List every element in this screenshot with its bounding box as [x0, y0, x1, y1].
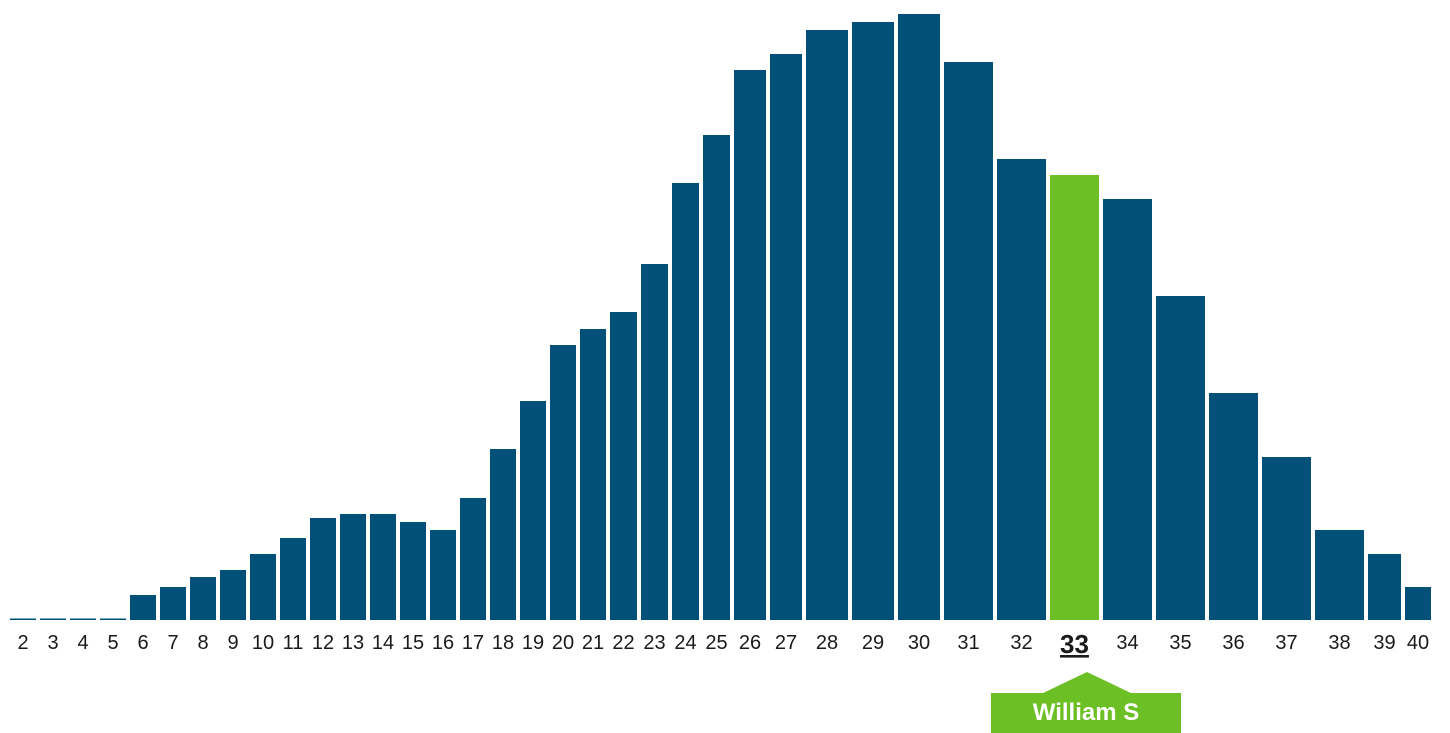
bar-13: [340, 514, 366, 620]
bar-7: [160, 587, 186, 620]
x-tick-7: 7: [167, 632, 178, 654]
bar-10: [250, 554, 276, 620]
x-tick-21: 21: [582, 632, 604, 654]
x-tick-26: 26: [739, 632, 761, 654]
x-tick-24: 24: [674, 632, 696, 654]
x-tick-31: 31: [957, 632, 979, 654]
highlight-marker: William S: [991, 672, 1181, 733]
marker-arrow-icon: [1041, 672, 1133, 694]
x-tick-35: 35: [1169, 632, 1191, 654]
bar-25: [703, 135, 730, 620]
x-tick-40: 40: [1407, 632, 1429, 654]
bar-40: [1405, 587, 1431, 620]
bar-4: [70, 618, 96, 620]
bar-14: [370, 514, 396, 620]
bar-37: [1262, 457, 1311, 620]
x-tick-10: 10: [252, 632, 274, 654]
x-tick-11: 11: [283, 632, 304, 654]
x-tick-15: 15: [402, 632, 424, 654]
bar-18: [490, 449, 516, 620]
bar-23: [641, 264, 668, 620]
x-tick-5: 5: [107, 632, 118, 654]
x-tick-25: 25: [705, 632, 727, 654]
bar-20: [550, 345, 576, 620]
x-tick-6: 6: [137, 632, 148, 654]
x-tick-27: 27: [775, 632, 797, 654]
x-tick-23: 23: [643, 632, 665, 654]
bar-36: [1209, 393, 1258, 620]
bar-28: [806, 30, 848, 620]
bar-30: [898, 14, 940, 620]
bar-29: [852, 22, 894, 620]
x-tick-18: 18: [492, 632, 514, 654]
bar-3: [40, 618, 66, 620]
x-tick-33: 33: [1060, 629, 1089, 659]
bar-21: [580, 329, 606, 620]
x-tick-30: 30: [908, 632, 930, 654]
bar-27: [770, 54, 802, 620]
x-tick-4: 4: [77, 632, 88, 654]
bar-16: [430, 530, 456, 620]
bar-17: [460, 498, 486, 620]
x-tick-19: 19: [522, 632, 544, 654]
bar-5: [100, 618, 126, 620]
x-tick-labels: 2 3 4 5 6 7 8 9 10 11 12 13 14 15 16 17 18 19 20 21 22 23 24 25…: [17, 629, 1429, 659]
bar-8: [190, 577, 216, 620]
bar-39: [1368, 554, 1401, 620]
bar-22: [610, 312, 637, 620]
x-tick-13: 13: [342, 632, 364, 654]
bar-32: [997, 159, 1046, 620]
bar-19: [520, 401, 546, 620]
x-tick-16: 16: [432, 632, 454, 654]
bar-15: [400, 522, 426, 620]
x-tick-9: 9: [227, 632, 238, 654]
x-tick-34: 34: [1116, 632, 1138, 654]
x-tick-2: 2: [17, 632, 28, 654]
bar-34: [1103, 199, 1152, 620]
bar-38: [1315, 530, 1364, 620]
bars-group: [10, 14, 1431, 620]
x-tick-28: 28: [816, 632, 838, 654]
bar-31: [944, 62, 993, 620]
x-tick-17: 17: [462, 632, 484, 654]
x-tick-22: 22: [612, 632, 634, 654]
x-tick-12: 12: [312, 632, 334, 654]
x-tick-38: 38: [1328, 632, 1350, 654]
bar-24: [672, 183, 699, 620]
bar-2: [10, 618, 36, 620]
x-tick-20: 20: [552, 632, 574, 654]
x-tick-39: 39: [1373, 632, 1395, 654]
x-tick-3: 3: [47, 632, 58, 654]
x-tick-8: 8: [197, 632, 208, 654]
bar-11: [280, 538, 306, 620]
bar-12: [310, 518, 336, 620]
x-tick-36: 36: [1222, 632, 1244, 654]
bar-35: [1156, 296, 1205, 620]
bar-9: [220, 570, 246, 620]
x-tick-14: 14: [372, 632, 394, 654]
bar-highlight-33: [1050, 175, 1099, 620]
highlight-label: William S: [991, 693, 1181, 733]
x-tick-37: 37: [1275, 632, 1297, 654]
x-tick-29: 29: [862, 632, 884, 654]
bar-6: [130, 595, 156, 620]
bar-26: [734, 70, 766, 620]
x-tick-32: 32: [1010, 632, 1032, 654]
